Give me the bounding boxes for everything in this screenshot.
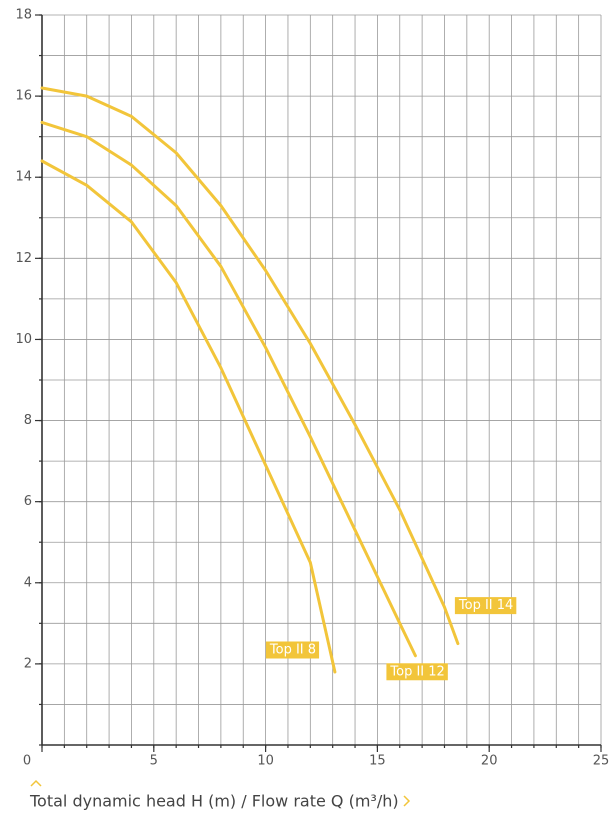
series-label: Top II 8 — [265, 641, 320, 659]
y-tick-label: 8 — [24, 413, 32, 428]
y-tick-label: 16 — [15, 89, 32, 104]
series-label: Top II 14 — [454, 597, 517, 615]
grid — [41, 14, 602, 746]
y-tick-label: 2 — [24, 656, 32, 671]
y-tick-label: 14 — [15, 170, 32, 185]
chevron-up — [30, 779, 42, 787]
series-label-text: Top II 14 — [458, 598, 513, 613]
x-tick-label: 5 — [150, 754, 158, 769]
x-axis-label: Total dynamic head H (m) / Flow rate Q (… — [29, 792, 399, 811]
x-tick-label: 20 — [481, 754, 498, 769]
y-tick-label: 12 — [15, 251, 32, 266]
series-label-bg — [386, 663, 448, 681]
x-tick-label: 25 — [593, 754, 610, 769]
series-label-bg — [265, 641, 320, 659]
curve — [40, 120, 417, 658]
series-label-text: Top II 12 — [389, 664, 444, 679]
curve — [40, 86, 460, 646]
y-tick-label: 18 — [15, 8, 32, 23]
x-tick-label: 15 — [369, 754, 386, 769]
series-label: Top II 12 — [386, 663, 448, 681]
y-tick-label: 10 — [15, 332, 32, 347]
x-tick-label: 10 — [257, 754, 274, 769]
series-label-bg — [454, 597, 517, 615]
y-tick-label: 6 — [24, 494, 32, 509]
y-tick-label: 4 — [24, 575, 32, 590]
series-label-text: Top II 8 — [269, 643, 316, 658]
curve — [40, 159, 337, 674]
x-tick-label: 0 — [23, 754, 31, 769]
chevron-right — [403, 795, 411, 807]
